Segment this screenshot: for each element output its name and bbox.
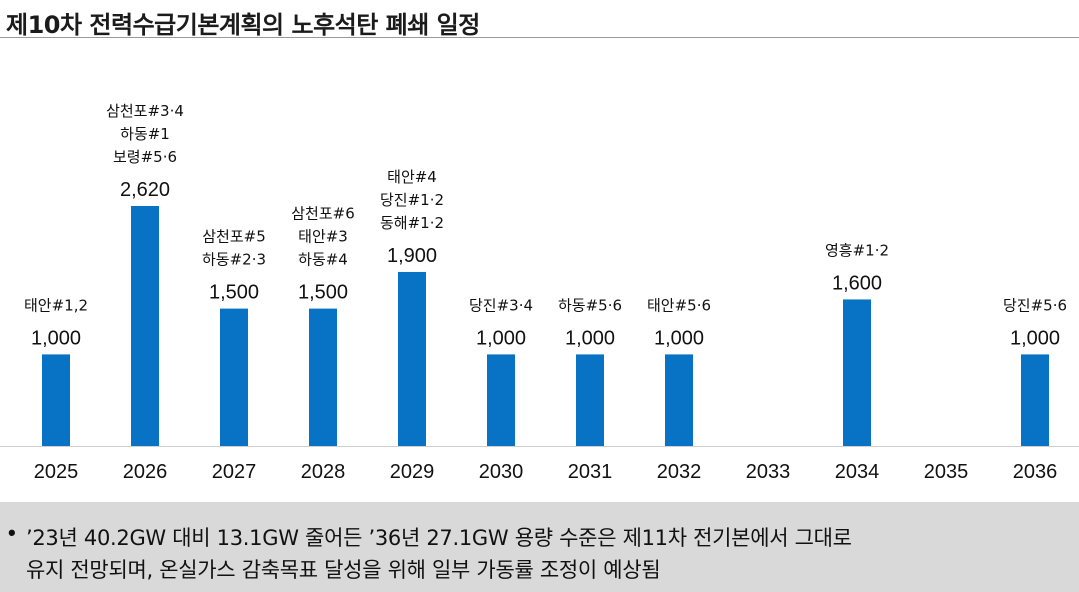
value-label-2025: 1,000 [31,327,81,349]
note-box: • ’23년 40.2GW 대비 13.1GW 줄어든 ’36년 27.1GW … [0,502,1079,592]
bar-2026 [131,206,159,446]
plant-label-2030-1: 당진#3·4 [469,296,533,314]
value-label-2032: 1,000 [654,327,704,349]
value-label-2029: 1,900 [387,245,437,267]
bar-2027 [220,308,248,446]
x-tick-2032: 2032 [657,461,702,483]
bar-2025 [42,354,70,446]
plant-label-2036-1: 당진#5·6 [1003,296,1067,314]
plant-label-2026-3: 보령#5·6 [113,148,177,166]
plant-label-2028-2: 태안#3 [298,228,348,246]
bar-2031 [576,354,604,446]
note-line-1: ’23년 40.2GW 대비 13.1GW 줄어든 ’36년 27.1GW 용량… [26,526,852,550]
bullet-icon: • [8,520,16,545]
title-bar: 제10차 전력수급기본계획의 노후석탄 폐쇄 일정 [0,0,1079,39]
value-label-2031: 1,000 [565,327,615,349]
plant-label-2026-1: 삼천포#3·4 [106,102,184,120]
value-label-2034: 1,600 [832,272,882,294]
x-tick-2030: 2030 [479,461,524,483]
bar-2030 [487,354,515,446]
chart-svg: 1,000 태안#1,2 2025 2,620 삼천포#3·4 하동#1 보령#5·6 202… [0,102,1079,483]
x-tick-2026: 2026 [123,461,168,483]
x-tick-2034: 2034 [835,461,880,483]
closure-schedule-chart: 1,000 태안#1,2 2025 2,620 삼천포#3·4 하동#1 보령#5·6 202… [0,40,1079,490]
plant-label-2031-1: 하동#5·6 [558,296,622,314]
plant-label-2026-2: 하동#1 [120,125,170,143]
x-tick-2028: 2028 [301,461,346,483]
bar-2032 [665,354,693,446]
x-tick-2027: 2027 [212,461,257,483]
x-tick-2036: 2036 [1013,461,1058,483]
x-tick-2035: 2035 [924,461,969,483]
bar-2036 [1021,354,1049,446]
value-label-2028: 1,500 [298,282,348,304]
page-title: 제10차 전력수급기본계획의 노후석탄 폐쇄 일정 [6,11,480,39]
plant-label-2029-3: 동해#1·2 [380,214,444,232]
plant-label-2034-1: 영흥#1·2 [825,241,889,259]
plant-label-2027-2: 하동#2·3 [202,251,266,269]
value-label-2026: 2,620 [120,179,170,201]
bar-2028 [309,308,337,446]
plant-label-2029-2: 당진#1·2 [380,191,444,209]
x-tick-2029: 2029 [390,461,435,483]
x-tick-2031: 2031 [568,461,613,483]
value-label-2036: 1,000 [1010,327,1060,349]
x-tick-2025: 2025 [34,461,79,483]
x-tick-2033: 2033 [746,461,791,483]
plant-label-2027-1: 삼천포#5 [202,228,266,246]
plant-label-2029-1: 태안#4 [387,168,437,186]
plant-label-2028-3: 하동#4 [298,251,348,269]
value-label-2030: 1,000 [476,327,526,349]
note-line-2: 유지 전망되며, 온실가스 감축목표 달성을 위해 일부 가동률 조정이 예상됨 [26,558,661,582]
plant-label-2032-1: 태안#5·6 [647,296,711,314]
plant-label-2028-1: 삼천포#6 [291,205,355,223]
bar-2029 [398,271,426,446]
bar-2034 [843,299,871,446]
value-label-2027: 1,500 [209,282,259,304]
plant-label-2025-1: 태안#1,2 [24,296,88,314]
